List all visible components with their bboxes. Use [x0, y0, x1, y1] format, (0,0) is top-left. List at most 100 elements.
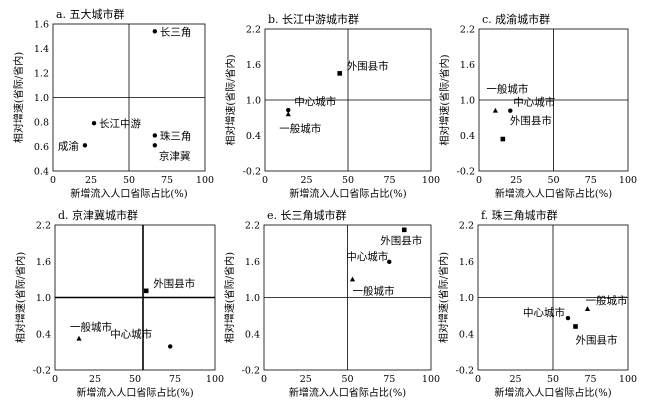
point-label: 外围县市 — [510, 114, 552, 127]
panel-title: f. 珠三角城市群 — [481, 208, 558, 222]
y-axis-label: 相对增速(省际/省内) — [12, 52, 25, 143]
x-tick-label: 100 — [619, 175, 637, 186]
y-tick-label: 1.0 — [460, 96, 475, 107]
y-tick-label: -0.2 — [242, 366, 260, 377]
data-point-dot — [168, 344, 173, 349]
data-point-square — [337, 71, 342, 76]
x-tick-label: 100 — [422, 175, 440, 186]
data-point-dot — [508, 108, 513, 113]
point-label: 珠三角 — [160, 129, 192, 142]
x-tick-label: 50 — [123, 175, 135, 186]
point-label: 中心城市 — [513, 96, 555, 109]
chart-panel-3: c. 成渝城市群 0 25 50 75 100 -0.2 0.4 1.0 1.6 2.2 新增流入人口… — [438, 12, 637, 200]
x-tick-label: 25 — [509, 374, 521, 385]
y-tick-label: 1.6 — [36, 257, 51, 268]
y-tick-label: 0.4 — [460, 131, 475, 142]
y-tick-label: 2.2 — [460, 25, 475, 36]
x-axis-label: 新增流入人口省际占比(%) — [289, 386, 406, 399]
x-tick-label: 0 — [476, 175, 482, 186]
point-label: 中心城市 — [294, 95, 336, 108]
chart-panel-5: e. 长三角城市群 0 25 50 75 100 -0.2 0.4 1.0 1.6 2.2 新增流入人… — [223, 208, 440, 399]
y-tick-label: 0.4 — [246, 131, 261, 142]
data-point-square — [500, 136, 506, 142]
x-axis-label: 新增流入人口省际占比(%) — [289, 187, 406, 200]
point-label: 一般城市 — [70, 321, 112, 334]
y-axis-label: 相对增速(省际/省内) — [223, 252, 236, 343]
chart-panel-4: d. 京津冀城市群 0 25 50 75 100 -0.2 0.4 1.0 1.6 2.2 新增流入人… — [14, 208, 224, 399]
point-label: 长江中游 — [99, 117, 141, 130]
point-label: 中心城市 — [346, 250, 388, 263]
y-tick-label: -0.2 — [243, 167, 261, 178]
x-tick-label: 50 — [129, 374, 141, 385]
point-label: 成渝 — [58, 139, 79, 152]
panel-title: d. 京津冀城市群 — [58, 208, 138, 222]
data-point-dot — [387, 259, 392, 265]
x-tick-label: 0 — [262, 175, 268, 186]
data-point-triangle — [492, 107, 498, 113]
x-tick-label: 0 — [475, 374, 481, 385]
x-tick-label: 0 — [261, 374, 267, 385]
x-tick-label: 0 — [52, 374, 58, 385]
data-point-dot — [152, 133, 158, 138]
x-tick-label: 100 — [619, 374, 637, 385]
x-tick-label: 25 — [300, 374, 312, 385]
x-tick-label: 100 — [206, 374, 224, 385]
x-tick-label: 100 — [196, 175, 214, 186]
x-tick-label: 25 — [85, 175, 97, 186]
data-point-triangle — [285, 111, 291, 117]
data-point-square — [401, 227, 407, 233]
panel-title: b. 长江中游城市群 — [268, 12, 359, 26]
point-label: 外围县市 — [576, 334, 618, 347]
y-tick-label: -0.2 — [456, 366, 474, 377]
point-label: 京津冀 — [159, 149, 191, 162]
y-axis-label: 相对增速(省际/省内) — [438, 54, 451, 145]
x-tick-label: 75 — [584, 374, 596, 385]
chart-panel-2: b. 长江中游城市群 0 25 50 75 100 -0.2 0.4 1.0 1.6 2.2 新增流入… — [224, 12, 440, 200]
y-tick-label: 1.0 — [459, 293, 474, 304]
point-label: 中心城市 — [110, 327, 152, 340]
y-tick-label: 2.2 — [246, 25, 261, 36]
x-tick-label: 75 — [383, 175, 395, 186]
data-point-dot — [565, 315, 571, 321]
data-point-dot — [91, 121, 97, 126]
y-tick-label: 1.4 — [34, 44, 49, 55]
point-label: 一般城市 — [586, 294, 628, 307]
point-label: 中心城市 — [523, 306, 565, 319]
x-tick-label: 50 — [547, 374, 559, 385]
x-tick-label: 75 — [585, 175, 597, 186]
y-tick-label: 0.6 — [34, 142, 49, 153]
point-label: 外围县市 — [380, 234, 422, 247]
y-tick-label: 2.2 — [36, 221, 51, 232]
x-tick-label: 75 — [169, 374, 181, 385]
x-tick-label: 50 — [341, 374, 353, 385]
point-label: 长三角 — [160, 26, 192, 38]
x-tick-label: 75 — [161, 175, 173, 186]
y-tick-label: 1.6 — [246, 60, 261, 71]
x-tick-label: 75 — [383, 374, 395, 385]
x-axis-label: 新增流入人口省际占比(%) — [495, 187, 612, 200]
y-axis-label: 相对增速(省际/省内) — [14, 252, 27, 343]
data-point-dot — [152, 29, 158, 34]
data-point-dot — [152, 143, 158, 148]
y-tick-label: 1.0 — [245, 293, 260, 304]
point-label: 一般城市 — [279, 122, 321, 135]
data-point-triangle — [584, 306, 591, 311]
y-tick-label: 1.6 — [460, 60, 475, 71]
y-tick-label: 1.2 — [34, 69, 49, 80]
x-axis-label: 新增流入人口省际占比(%) — [76, 386, 193, 399]
data-point-dot — [82, 143, 88, 148]
chart-panel-1: a. 五大城市群 0 25 50 75 100 0.4 0.6 0.8 1.0 1.2 1.4 1.6 新… — [12, 7, 214, 200]
data-point-dot — [286, 107, 291, 113]
y-tick-label: 2.2 — [459, 221, 474, 232]
y-tick-label: -0.2 — [457, 167, 475, 178]
x-tick-label: 25 — [89, 374, 101, 385]
y-tick-label: 0.8 — [34, 118, 49, 129]
x-tick-label: 50 — [342, 175, 354, 186]
y-axis-label: 相对增速(省际/省内) — [437, 252, 450, 343]
panel-title: a. 五大城市群 — [56, 7, 125, 21]
x-tick-label: 100 — [422, 374, 440, 385]
y-tick-label: 0.4 — [245, 329, 260, 340]
point-label: 外围县市 — [153, 277, 195, 290]
point-label: 一般城市 — [353, 284, 395, 297]
